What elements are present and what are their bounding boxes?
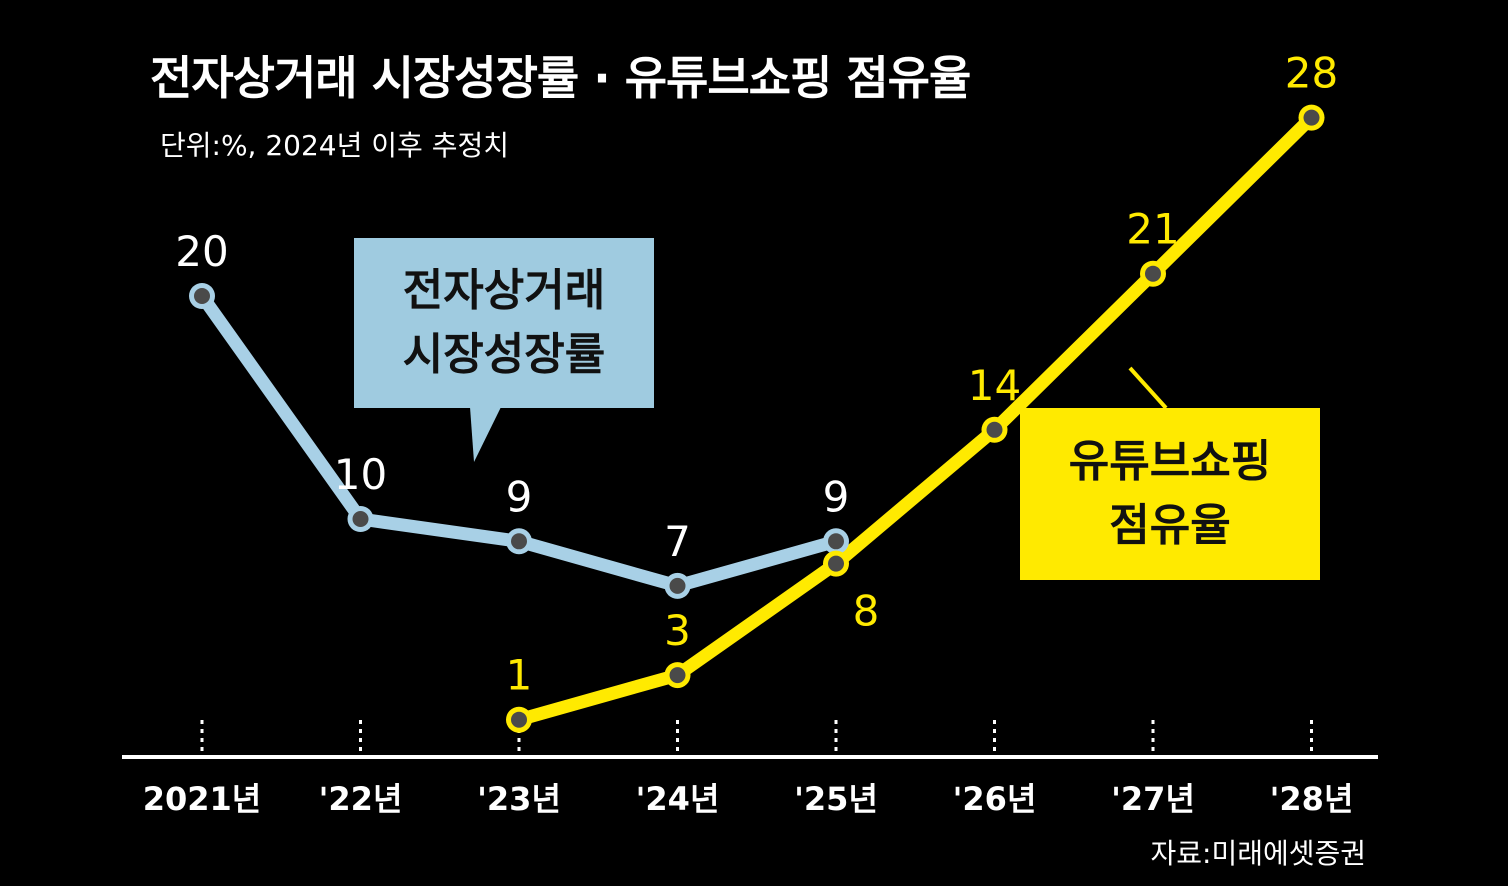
data-label: 1	[506, 651, 533, 700]
data-points	[189, 104, 1325, 733]
data-label: 3	[664, 606, 691, 655]
data-point	[194, 288, 210, 304]
data-point	[1145, 265, 1161, 282]
x-tick-label: '22년	[319, 780, 403, 818]
tick-marks	[200, 720, 1313, 752]
callout-pointer-yellow	[1128, 366, 1168, 410]
chart-title: 전자상거래 시장성장률 · 유튜브쇼핑 점유율	[150, 51, 971, 105]
data-label: 7	[664, 517, 691, 566]
callout-ecommerce-line1: 전자상거래	[402, 265, 606, 317]
data-point	[511, 533, 527, 550]
callout-youtube-line2: 점유율	[1109, 500, 1231, 551]
data-point	[828, 555, 844, 572]
data-label: 20	[175, 227, 228, 276]
data-point	[669, 577, 686, 594]
x-tick-label: '23년	[477, 780, 561, 818]
data-label: 9	[823, 472, 850, 521]
data-point	[669, 667, 686, 684]
x-tick-label: '28년	[1270, 780, 1354, 818]
x-tick-label: '25년	[794, 780, 878, 818]
data-point	[511, 711, 527, 728]
x-tick-label: '27년	[1111, 780, 1195, 818]
data-point	[828, 533, 844, 550]
data-label: 9	[506, 472, 533, 521]
x-tick-label: '24년	[636, 780, 720, 818]
data-label: 28	[1285, 49, 1338, 98]
chart-subtitle: 단위:%, 2024년 이후 추정치	[160, 129, 509, 162]
callout-youtube-line1: 유튜브쇼핑	[1068, 436, 1272, 488]
x-tick-label: 2021년	[143, 780, 262, 818]
data-label: 14	[968, 361, 1021, 410]
data-label: 8	[853, 587, 880, 636]
callout-youtube: 유튜브쇼핑 점유율	[1020, 408, 1320, 580]
x-axis-labels: 2021년 '22년 '23년 '24년 '25년 '26년 '27년 '28년	[143, 780, 1354, 818]
x-tick-label: '26년	[953, 780, 1037, 818]
data-point	[352, 511, 369, 527]
data-label: 21	[1126, 205, 1179, 254]
data-point	[986, 421, 1003, 438]
data-label: 10	[334, 450, 387, 499]
callout-pointer-blue	[470, 407, 501, 462]
data-labels: 20 10 9 7 9 1 3 8 14 21 28	[175, 49, 1338, 700]
series-line-youtube-share	[512, 111, 1318, 727]
source-note: 자료:미래에셋증권	[1150, 837, 1366, 870]
callout-ecommerce-line2: 시장성장률	[402, 329, 606, 380]
callout-ecommerce: 전자상거래 시장성장률	[354, 238, 654, 408]
data-point	[1303, 109, 1320, 126]
